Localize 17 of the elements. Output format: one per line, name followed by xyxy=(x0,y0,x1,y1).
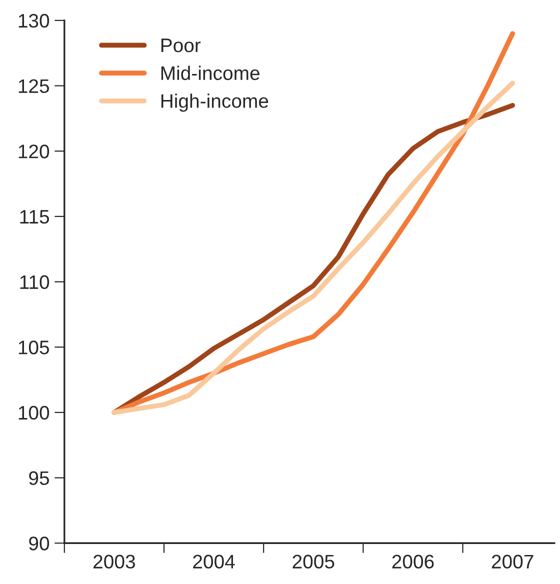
x-tick-label: 2006 xyxy=(392,554,434,569)
legend-label: High-income xyxy=(161,94,268,112)
x-tick-label: 2005 xyxy=(292,554,334,569)
x-tick-label: 2004 xyxy=(193,554,235,569)
y-tick-label: 130 xyxy=(18,14,50,28)
y-tick-label: 100 xyxy=(18,406,50,420)
legend-label: Mid-income xyxy=(161,66,260,80)
y-tick-label: 95 xyxy=(29,471,50,486)
y-tick-label: 115 xyxy=(20,210,50,224)
y-tick-label: 125 xyxy=(18,79,50,94)
y-tick-label: 120 xyxy=(18,144,50,158)
legend-label: Poor xyxy=(161,38,201,52)
x-tick-label: 2003 xyxy=(94,554,135,569)
y-tick-label: 105 xyxy=(18,340,50,354)
x-tick-label: 2007 xyxy=(492,554,534,569)
y-tick-label: 90 xyxy=(29,536,50,550)
y-tick-label: 110 xyxy=(20,275,50,290)
